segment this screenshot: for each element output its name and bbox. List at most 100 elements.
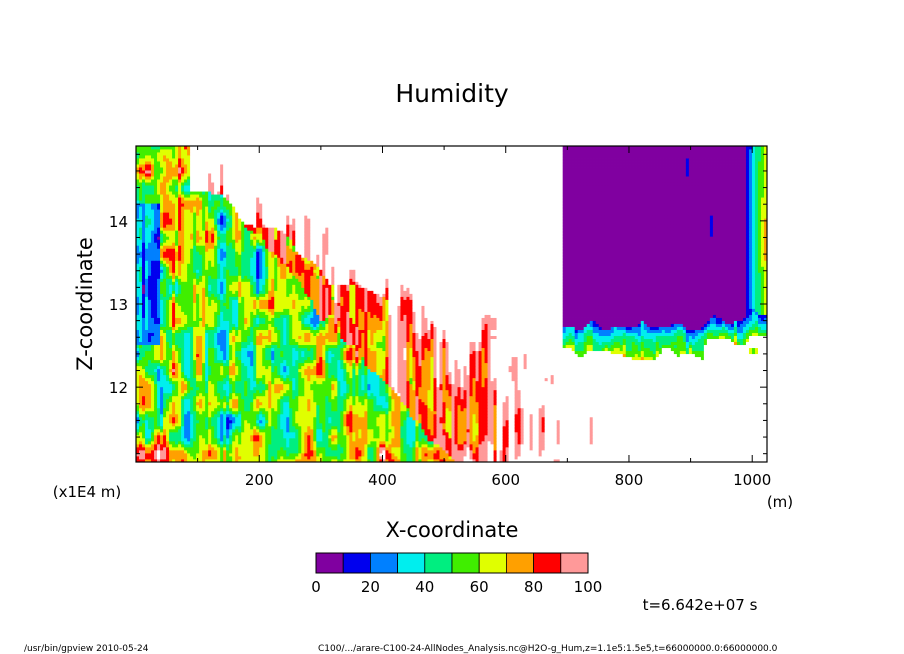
heatmap-cell xyxy=(727,458,732,463)
heatmap-cell xyxy=(298,413,302,418)
heatmap-cell xyxy=(643,455,648,460)
heatmap-cell xyxy=(475,398,479,403)
heatmap-cell xyxy=(625,389,630,394)
heatmap-cell xyxy=(142,434,146,439)
heatmap-cell xyxy=(508,446,512,451)
heatmap-cell xyxy=(385,455,389,460)
heatmap-cell xyxy=(619,422,624,427)
heatmap-cell xyxy=(556,422,561,427)
heatmap-cell xyxy=(481,419,485,424)
heatmap-cell xyxy=(634,458,639,463)
heatmap-cell xyxy=(592,434,597,439)
heatmap-cell xyxy=(682,443,687,448)
heatmap-cell xyxy=(679,446,684,451)
heatmap-cell xyxy=(208,437,212,442)
heatmap-cell xyxy=(514,452,518,457)
heatmap-cell xyxy=(562,431,567,436)
heatmap-cell xyxy=(373,440,377,445)
heatmap-cell xyxy=(157,416,161,421)
heatmap-cell xyxy=(262,416,266,421)
heatmap-cell xyxy=(508,458,512,463)
heatmap-cell xyxy=(379,428,383,433)
heatmap-cell xyxy=(457,410,461,415)
heatmap-field xyxy=(136,146,768,463)
heatmap-cell xyxy=(187,434,191,439)
heatmap-cell xyxy=(193,422,197,427)
heatmap-cell xyxy=(760,428,765,433)
heatmap-cell xyxy=(499,434,503,439)
heatmap-cell xyxy=(304,425,308,430)
heatmap-cell xyxy=(163,443,167,448)
heatmap-cell xyxy=(433,443,437,448)
heatmap-cell xyxy=(244,443,248,448)
heatmap-cell xyxy=(484,419,488,424)
heatmap-cell xyxy=(250,419,254,424)
heatmap-cell xyxy=(616,437,621,442)
heatmap-cell xyxy=(274,407,278,412)
heatmap-cell xyxy=(667,431,672,436)
heatmap-cell xyxy=(313,389,317,394)
heatmap-cell xyxy=(625,455,630,460)
heatmap-cell xyxy=(754,425,759,430)
heatmap-cell xyxy=(529,425,534,430)
heatmap-cell xyxy=(211,395,215,400)
heatmap-cell xyxy=(727,404,732,409)
heatmap-cell xyxy=(643,440,648,445)
heatmap-cell xyxy=(190,401,194,406)
heatmap-cell xyxy=(745,428,750,433)
heatmap-cell xyxy=(238,434,242,439)
heatmap-cell xyxy=(595,434,600,439)
heatmap-cell xyxy=(178,452,182,457)
heatmap-cell xyxy=(685,449,690,454)
heatmap-cell xyxy=(541,419,546,424)
heatmap-cell xyxy=(484,455,488,460)
heatmap-cell xyxy=(751,422,756,427)
heatmap-cell xyxy=(700,419,705,424)
heatmap-cell xyxy=(160,410,164,415)
heatmap-cell xyxy=(481,446,485,451)
heatmap-cell xyxy=(493,455,497,460)
heatmap-cell xyxy=(529,392,534,397)
heatmap-cell xyxy=(307,407,311,412)
heatmap-cell xyxy=(232,401,236,406)
heatmap-cell xyxy=(352,398,356,403)
heatmap-cell xyxy=(244,410,248,415)
heatmap-cell xyxy=(604,395,609,400)
heatmap-cell xyxy=(223,458,227,463)
heatmap-cell xyxy=(241,458,245,463)
heatmap-cell xyxy=(160,446,164,451)
heatmap-cell xyxy=(469,401,473,406)
heatmap-cell xyxy=(439,407,443,412)
heatmap-cell xyxy=(682,431,687,436)
heatmap-cell xyxy=(262,446,266,451)
heatmap-cell xyxy=(199,401,203,406)
heatmap-cell xyxy=(562,410,567,415)
heatmap-cell xyxy=(637,446,642,451)
heatmap-cell xyxy=(637,449,642,454)
heatmap-cell xyxy=(262,428,266,433)
heatmap-cell xyxy=(451,434,455,439)
heatmap-cell xyxy=(637,437,642,442)
heatmap-cell xyxy=(277,437,281,442)
heatmap-cell xyxy=(217,452,221,457)
heatmap-cell xyxy=(421,407,425,412)
heatmap-cell xyxy=(733,443,738,448)
heatmap-cell xyxy=(376,395,380,400)
heatmap-cell xyxy=(172,407,176,412)
heatmap-cell xyxy=(631,416,636,421)
heatmap-cell xyxy=(709,446,714,451)
heatmap-cell xyxy=(703,422,708,427)
heatmap-cell xyxy=(628,431,633,436)
heatmap-cell xyxy=(178,446,182,451)
heatmap-cell xyxy=(400,413,404,418)
heatmap-cell xyxy=(508,425,512,430)
heatmap-cell xyxy=(325,389,329,394)
heatmap-cell xyxy=(592,419,597,424)
heatmap-cell xyxy=(505,401,509,406)
heatmap-cell xyxy=(466,416,470,421)
heatmap-cell xyxy=(454,395,458,400)
heatmap-cell xyxy=(244,389,248,394)
heatmap-cell xyxy=(553,416,558,421)
heatmap-cell xyxy=(388,458,392,463)
heatmap-cell xyxy=(292,431,296,436)
